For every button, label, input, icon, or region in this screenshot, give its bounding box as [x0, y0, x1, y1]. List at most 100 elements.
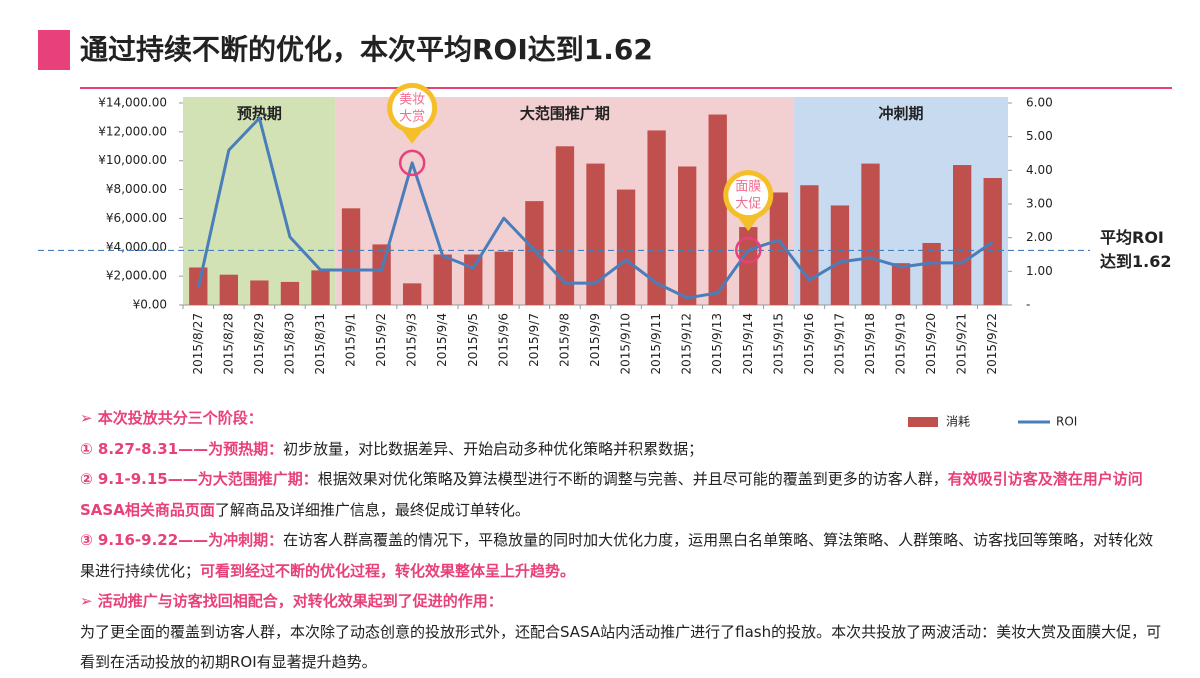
y-tick-label: ¥8,000.00	[106, 182, 167, 196]
pin-label: 大促	[735, 197, 761, 212]
x-tick-label: 2015/9/1	[344, 313, 358, 367]
y-tick-label: ¥12,000.00	[98, 124, 167, 138]
y-tick-label: ¥0.00	[133, 298, 167, 312]
y-tick-label: ¥6,000.00	[106, 211, 167, 225]
x-tick-label: 2015/9/9	[588, 313, 602, 367]
pin-face	[392, 87, 433, 128]
bar	[769, 192, 788, 305]
average-label: 平均ROI	[1100, 228, 1164, 247]
x-tick-label: 2015/9/17	[832, 313, 846, 375]
x-tick-label: 2015/8/30	[282, 313, 296, 375]
x-tick-label: 2015/9/8	[557, 313, 571, 367]
bar	[464, 254, 483, 305]
note-text: 根据效果对优化策略及算法模型进行不断的调整与完善、并且尽可能的覆盖到更多的访客人…	[317, 470, 948, 488]
bar	[708, 114, 727, 306]
pin-face	[728, 175, 769, 216]
y2-tick-label: 2.00	[1026, 230, 1053, 244]
x-tick-label: 2015/9/10	[619, 313, 633, 375]
x-tick-label: 2015/9/15	[771, 313, 785, 375]
bar	[341, 208, 361, 305]
y2-tick-label: 4.00	[1026, 163, 1053, 177]
roi-line	[196, 116, 994, 300]
note-text: ② 9.1-9.15——为大范围推广期：	[80, 470, 318, 488]
bar	[525, 201, 544, 305]
bar	[555, 146, 575, 305]
note-text: 初步放量，对比数据差异、开始启动多种优化策略并积累数据；	[283, 439, 704, 458]
note-paragraph: ③ 9.16-9.22——为冲刺期：在访客人群高覆盖的情况下，平稳放量的同时加大…	[80, 525, 1165, 586]
x-tick-label: 2015/9/21	[955, 313, 969, 375]
x-tick-label: 2015/9/19	[894, 313, 908, 375]
note-text: 了解商品及详细推广信息，最终促成订单转化。	[214, 500, 530, 519]
y-tick-label: ¥10,000.00	[98, 153, 167, 167]
note-text: ➢ 本次投放共分三个阶段：	[80, 409, 263, 427]
y2-tick-label: 5.00	[1026, 129, 1053, 143]
x-tick-label: 2015/9/4	[435, 313, 449, 367]
x-tick-label: 2015/8/29	[252, 313, 266, 375]
note-paragraph: ➢ 活动推广与访客找回相配合，对转化效果起到了促进的作用：	[80, 586, 1165, 617]
y2-tick-label: -	[1026, 298, 1030, 312]
bar	[647, 130, 666, 305]
note-text: 有效吸引访客及潜在用户访问SASA相关商品页面	[80, 470, 1143, 519]
bar	[861, 163, 880, 305]
y-tick-label: ¥2,000.00	[106, 269, 167, 283]
bar	[830, 205, 850, 305]
note-paragraph: ② 9.1-9.15——为大范围推广期：根据效果对优化策略及算法模型进行不断的调…	[80, 464, 1165, 525]
note-text: 可看到经过不断的优化过程，转化效果整体呈上升趋势。	[200, 561, 576, 580]
note-text: 为了更全面的覆盖到访客人群，本次除了动态创意的投放形式外，还配合SASA站内活动…	[80, 622, 1162, 672]
x-tick-label: 2015/8/31	[313, 313, 327, 375]
x-tick-label: 2015/9/2	[374, 313, 388, 367]
bar	[219, 274, 238, 305]
x-tick-label: 2015/9/18	[863, 313, 877, 375]
bar	[586, 163, 605, 305]
bar	[922, 242, 941, 305]
x-tick-label: 2015/9/22	[985, 313, 999, 375]
bar	[983, 178, 1002, 305]
x-tick-label: 2015/9/20	[924, 313, 938, 375]
y2-tick-label: 1.00	[1026, 264, 1053, 278]
bar	[250, 280, 269, 305]
bar	[953, 165, 972, 305]
title-marker	[38, 30, 70, 70]
bar	[494, 251, 513, 305]
bar	[739, 227, 758, 305]
x-tick-label: 2015/9/7	[527, 313, 541, 367]
note-paragraph: 为了更全面的覆盖到访客人群，本次除了动态创意的投放形式外，还配合SASA站内活动…	[80, 617, 1165, 678]
note-paragraph: ➢ 本次投放共分三个阶段：	[80, 403, 1165, 434]
x-tick-label: 2015/9/12	[680, 313, 694, 375]
note-paragraph: ① 8.27-8.31——为预热期：初步放量，对比数据差异、开始启动多种优化策略…	[80, 434, 1165, 465]
pin-label: 面膜	[735, 180, 761, 195]
chart-title: 通过持续不断的优化，本次平均ROI达到1.62	[80, 33, 653, 66]
notes: ➢ 本次投放共分三个阶段： ① 8.27-8.31——为预热期：初步放量，对比数据…	[80, 403, 1165, 678]
phase-label: 冲刺期	[879, 105, 924, 123]
bar	[372, 244, 391, 305]
legend-label: ROI	[1056, 415, 1077, 429]
x-tick-label: 2015/9/5	[466, 313, 480, 367]
x-tick-label: 2015/9/14	[741, 313, 755, 375]
phase-label: 预热期	[237, 105, 282, 123]
bar	[616, 189, 636, 305]
pin-label: 大赏	[399, 109, 425, 124]
highlight-ring	[398, 149, 426, 177]
x-tick-label: 2015/9/6	[496, 313, 510, 367]
bar	[800, 185, 819, 305]
x-tick-label: 2015/9/11	[649, 313, 663, 375]
bar	[403, 283, 422, 305]
y-tick-label: ¥14,000.00	[98, 96, 167, 110]
x-tick-label: 2015/9/3	[405, 313, 419, 367]
note-text: ③ 9.16-9.22——为冲刺期：	[80, 531, 284, 549]
legend-label: 消耗	[946, 415, 970, 429]
y-tick-label: ¥4,000.00	[106, 240, 167, 254]
highlight-ring	[735, 236, 762, 264]
x-tick-label: 2015/8/28	[221, 313, 235, 375]
bar	[433, 254, 452, 305]
average-label: 达到1.62	[1100, 252, 1171, 271]
note-text: 在访客人群高覆盖的情况下，平稳放量的同时加大优化力度，运用黑白名单策略、算法策略…	[80, 531, 1154, 580]
x-tick-label: 2015/8/27	[191, 313, 205, 375]
note-text: ➢ 活动推广与访客找回相配合，对转化效果起到了促进的作用：	[80, 592, 503, 610]
phase-band	[183, 97, 336, 305]
x-tick-label: 2015/9/16	[802, 313, 816, 375]
y2-tick-label: 3.00	[1026, 197, 1053, 211]
note-text: ① 8.27-8.31——为预热期：	[80, 439, 284, 458]
legend-swatch	[908, 417, 938, 427]
